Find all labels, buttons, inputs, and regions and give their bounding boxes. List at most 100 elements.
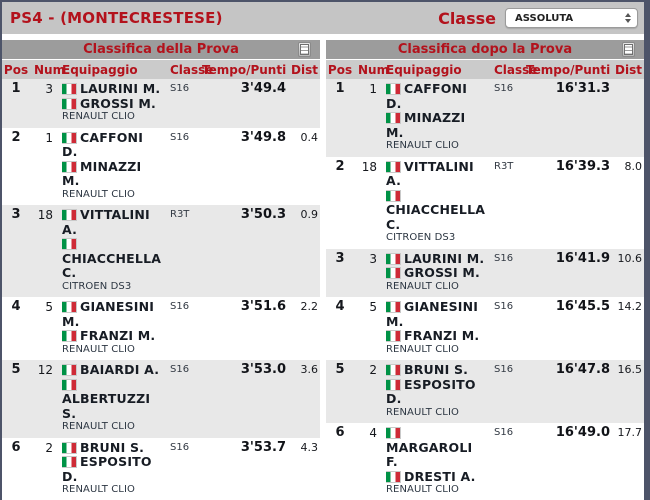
cell-dist: 8.0 bbox=[624, 159, 643, 173]
classe-select-value: ASSOLUTA bbox=[515, 12, 574, 24]
cell-num: 1 bbox=[45, 130, 53, 145]
table-row: 5 2 BRUNI S. ESPOSITO D. RENAULT CLIO S16 … bbox=[326, 360, 644, 423]
driver-name: CAFFONI D. bbox=[62, 130, 144, 159]
cell-tempo: 3'49.8 bbox=[240, 129, 286, 145]
table-row: 3 3 LAURINI M. GROSSI M. RENAULT CLIO S16 … bbox=[326, 248, 644, 297]
driver-line: MINAZZI M. bbox=[386, 110, 486, 140]
italy-flag-icon bbox=[62, 132, 76, 143]
col-header-dist: Dist bbox=[291, 62, 318, 77]
table-title: Classifica della Prova bbox=[83, 42, 239, 57]
car-name: CITROEN DS3 bbox=[386, 232, 456, 243]
cell-num: 12 bbox=[37, 363, 53, 377]
driver-line: ESPOSITO D. bbox=[386, 377, 486, 407]
car-name: RENAULT CLIO bbox=[386, 280, 459, 292]
italy-flag-icon bbox=[386, 253, 400, 264]
driver-name: BAIARDI A. bbox=[80, 363, 160, 377]
driver-name: GIANESINI M. bbox=[62, 300, 155, 329]
car-name: RENAULT CLIO bbox=[386, 140, 459, 151]
table-rows: 1 3 LAURINI M. GROSSI M. RENAULT CLIO S16 … bbox=[2, 79, 320, 500]
driver-line: DRESTI A. bbox=[386, 469, 486, 485]
cell-equipaggio: GIANESINI M. FRANZI M. RENAULT CLIO bbox=[386, 300, 486, 356]
car-name: CITROEN DS3 bbox=[62, 280, 132, 292]
table-row: 1 3 LAURINI M. GROSSI M. RENAULT CLIO S16 … bbox=[2, 79, 320, 128]
cell-classe: R3T bbox=[494, 160, 514, 172]
col-header-num: Num bbox=[358, 62, 390, 77]
cell-num: 18 bbox=[37, 208, 53, 222]
driver-name: MINAZZI M. bbox=[62, 158, 142, 188]
col-header-equipaggio: Equipaggio bbox=[62, 62, 138, 77]
cell-dist: 4.3 bbox=[300, 440, 319, 454]
driver-name: FRANZI M. bbox=[404, 328, 480, 343]
car-name: RENAULT CLIO bbox=[62, 111, 135, 122]
italy-flag-icon bbox=[62, 442, 76, 453]
cell-tempo: 16'31.3 bbox=[555, 81, 610, 96]
italy-flag-icon bbox=[386, 365, 400, 375]
table-title: Classifica dopo la Prova bbox=[397, 42, 573, 57]
report-icon[interactable] bbox=[622, 42, 635, 57]
driver-line: MINAZZI M. bbox=[62, 158, 162, 189]
driver-line: ALBERTUZZI S. bbox=[62, 378, 162, 422]
cell-num: 5 bbox=[45, 300, 53, 314]
cell-dist: 2.2 bbox=[300, 300, 319, 313]
driver-line: ESPOSITO D. bbox=[62, 454, 162, 484]
cell-tempo: 16'45.5 bbox=[555, 299, 610, 314]
driver-name: MINAZZI M. bbox=[386, 110, 466, 140]
cell-equipaggio: VITTALINI A. CHIACCHELLA C. CITROEN DS3 bbox=[386, 160, 486, 245]
driver-line: CHIACCHELLA C. bbox=[386, 189, 486, 233]
driver-line: GIANESINI M. bbox=[62, 300, 162, 329]
driver-name: ALBERTUZZI S. bbox=[62, 391, 151, 421]
cell-equipaggio: BRUNI S. ESPOSITO D. RENAULT CLIO bbox=[62, 441, 162, 497]
table-row: 6 4 MARGAROLI F. DRESTI A. RENAULT CLIO S1… bbox=[326, 423, 644, 500]
cell-classe: S16 bbox=[170, 441, 190, 453]
col-header-classe: Classe bbox=[494, 62, 538, 77]
driver-line: CAFFONI D. bbox=[386, 82, 486, 111]
cell-tempo: 3'51.6 bbox=[240, 299, 286, 314]
driver-name: VITTALINI A. bbox=[62, 208, 150, 237]
cell-equipaggio: LAURINI M. GROSSI M. RENAULT CLIO bbox=[62, 82, 162, 124]
italy-flag-icon bbox=[62, 331, 76, 341]
column-headers: Pos Num Equipaggio Classe Tempo/Punti Di… bbox=[326, 60, 644, 79]
driver-line: GIANESINI M. bbox=[386, 300, 486, 329]
cell-classe: S16 bbox=[494, 301, 514, 312]
table-row: 2 1 CAFFONI D. MINAZZI M. RENAULT CLIO S16… bbox=[2, 127, 320, 205]
col-header-tempo: Tempo/Punti bbox=[526, 62, 611, 77]
driver-name: VITTALINI A. bbox=[386, 159, 474, 188]
driver-line: GROSSI M. bbox=[386, 265, 486, 281]
driver-line: CAFFONI D. bbox=[62, 131, 162, 160]
cell-classe: S16 bbox=[170, 131, 190, 143]
cell-tempo: 16'39.3 bbox=[555, 158, 610, 174]
italy-flag-icon bbox=[62, 457, 76, 467]
cell-classe: S16 bbox=[170, 83, 190, 94]
cell-tempo: 3'50.3 bbox=[240, 207, 286, 222]
cell-pos: 4 bbox=[11, 299, 21, 314]
driver-name: MARGAROLI F. bbox=[386, 439, 473, 469]
cell-pos: 2 bbox=[11, 129, 21, 145]
italy-flag-icon bbox=[386, 471, 400, 482]
italy-flag-icon bbox=[386, 331, 400, 341]
cell-tempo: 16'49.0 bbox=[555, 425, 610, 440]
cell-dist: 17.7 bbox=[617, 426, 643, 439]
cell-dist: 16.5 bbox=[617, 363, 643, 376]
table-titlebar: Classifica della Prova bbox=[2, 40, 320, 59]
cell-classe: S16 bbox=[170, 364, 190, 375]
driver-name: GROSSI M. bbox=[404, 265, 480, 280]
italy-flag-icon bbox=[386, 379, 400, 390]
italy-flag-icon bbox=[62, 98, 76, 109]
driver-line: CHIACCHELLA C. bbox=[62, 237, 162, 281]
report-icon[interactable] bbox=[298, 42, 311, 57]
col-header-tempo: Tempo/Punti bbox=[202, 62, 287, 77]
cell-dist: 10.6 bbox=[617, 251, 643, 265]
classe-select[interactable]: ASSOLUTA bbox=[505, 8, 638, 28]
table-rows: 1 1 CAFFONI D. MINAZZI M. RENAULT CLIO S16… bbox=[326, 79, 644, 500]
col-header-pos: Pos bbox=[3, 62, 29, 77]
cell-pos: 1 bbox=[11, 81, 21, 96]
cell-num: 2 bbox=[45, 440, 53, 455]
cell-classe: R3T bbox=[170, 209, 190, 220]
cell-dist: 0.4 bbox=[300, 130, 319, 144]
col-header-classe: Classe bbox=[170, 62, 214, 77]
cell-tempo: 16'41.9 bbox=[555, 250, 610, 266]
cell-pos: 5 bbox=[11, 362, 21, 377]
cell-classe: S16 bbox=[494, 83, 514, 94]
italy-flag-icon bbox=[62, 84, 76, 94]
cell-pos: 3 bbox=[335, 250, 345, 266]
